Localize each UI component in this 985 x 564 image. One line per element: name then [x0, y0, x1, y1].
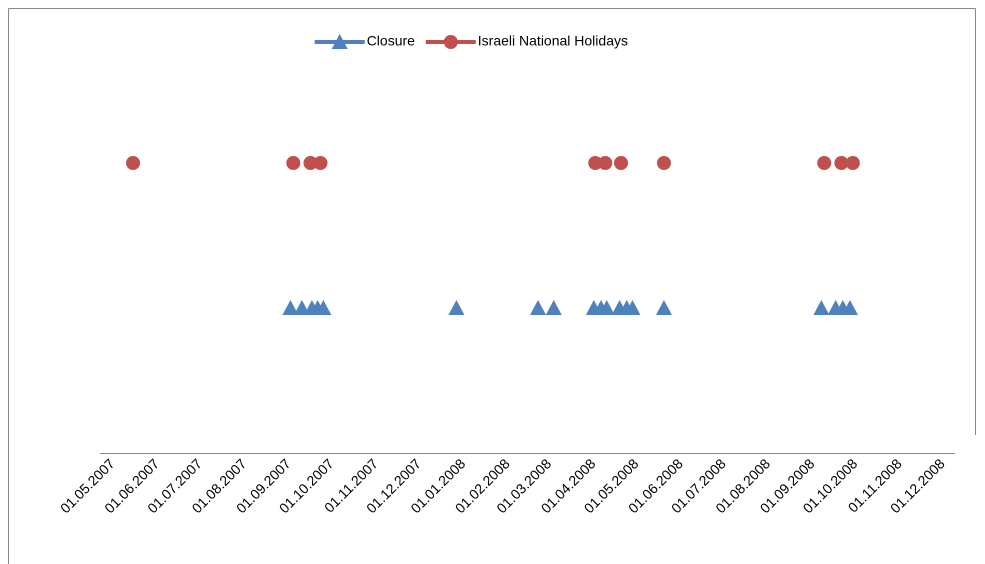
data-point — [841, 300, 858, 315]
legend-label: Closure — [367, 33, 415, 49]
data-point — [588, 156, 603, 170]
data-point — [293, 300, 310, 315]
data-point — [598, 156, 613, 170]
data-point — [282, 300, 299, 315]
data-point — [656, 156, 671, 170]
data-point — [448, 300, 465, 315]
data-point — [614, 156, 629, 170]
data-point — [598, 300, 615, 315]
data-point — [813, 300, 830, 315]
legend-label: Israeli National Holidays — [478, 33, 628, 49]
data-point — [817, 156, 832, 170]
data-point — [303, 156, 318, 170]
data-point — [834, 156, 849, 170]
data-point — [331, 34, 348, 49]
data-point — [530, 300, 547, 315]
data-point — [286, 156, 301, 170]
data-point — [313, 156, 328, 170]
data-point — [443, 35, 458, 49]
data-point — [545, 300, 562, 315]
data-point — [624, 300, 641, 315]
data-point — [845, 156, 860, 170]
data-point — [126, 156, 141, 170]
data-point — [655, 300, 672, 315]
data-point — [315, 300, 332, 315]
